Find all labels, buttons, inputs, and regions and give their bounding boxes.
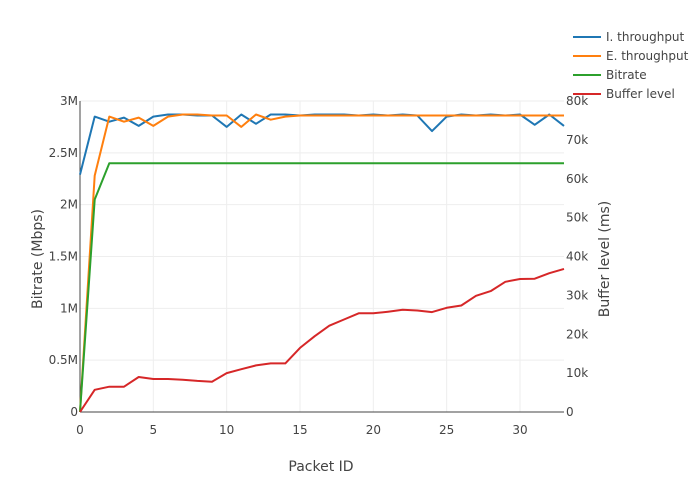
- y2-tick-label: 60k: [566, 172, 588, 186]
- grid: [80, 100, 564, 412]
- y-tick-label: 1.5M: [49, 250, 78, 264]
- y2-tick-label: 40k: [566, 250, 588, 264]
- y2-tick-label: 0: [566, 405, 574, 419]
- legend-label-bitrate: Bitrate: [606, 68, 647, 82]
- x-tick-label: 15: [292, 423, 307, 437]
- y2-tick-label: 10k: [566, 366, 588, 380]
- x-tick-label: 10: [219, 423, 234, 437]
- y2-tick-label: 30k: [566, 288, 588, 302]
- x-tick-label: 20: [366, 423, 381, 437]
- series-line-e-throughput: [79, 113, 564, 413]
- y2-tick-label: 20k: [566, 327, 588, 341]
- legend: I. throughput E. throughput Bitrate Buffer …: [573, 30, 689, 101]
- x-tick-label: 5: [150, 423, 158, 437]
- y-tick-label: 2M: [60, 198, 78, 212]
- tick-labels: 0 5 10 15 20 25 30 0 0.5M 1M 1.5M 2M 2.5M 3M 0 10k 20k 30…: [49, 94, 589, 437]
- y-tick-label: 1M: [60, 301, 78, 315]
- y-tick-label: 0.5M: [49, 353, 78, 367]
- x-tick-label: 25: [439, 423, 454, 437]
- series-line-bitrate: [79, 162, 564, 413]
- series-lines: [79, 113, 565, 413]
- legend-label-buffer-level: Buffer level: [606, 87, 675, 101]
- y2-tick-label: 50k: [566, 211, 588, 225]
- y-tick-label: 2.5M: [49, 146, 78, 160]
- legend-label-e-throughput: E. throughput: [606, 49, 689, 63]
- y-axis-title: Bitrate (Mbps): [30, 209, 46, 309]
- y2-tick-label: 80k: [566, 94, 588, 108]
- y2-tick-label: 70k: [566, 133, 588, 147]
- axes: [79, 101, 564, 413]
- series-line-i-throughput: [79, 113, 565, 175]
- x-tick-label: 30: [512, 423, 527, 437]
- x-axis-title: Packet ID: [288, 459, 353, 475]
- x-tick-label: 0: [76, 423, 84, 437]
- y-tick-label: 3M: [60, 94, 78, 108]
- legend-label-i-throughput: I. throughput: [606, 30, 685, 44]
- y-tick-label: 0: [70, 405, 78, 419]
- series-line-buffer-level: [79, 267, 565, 413]
- y2-axis-title: Buffer level (ms): [597, 201, 613, 318]
